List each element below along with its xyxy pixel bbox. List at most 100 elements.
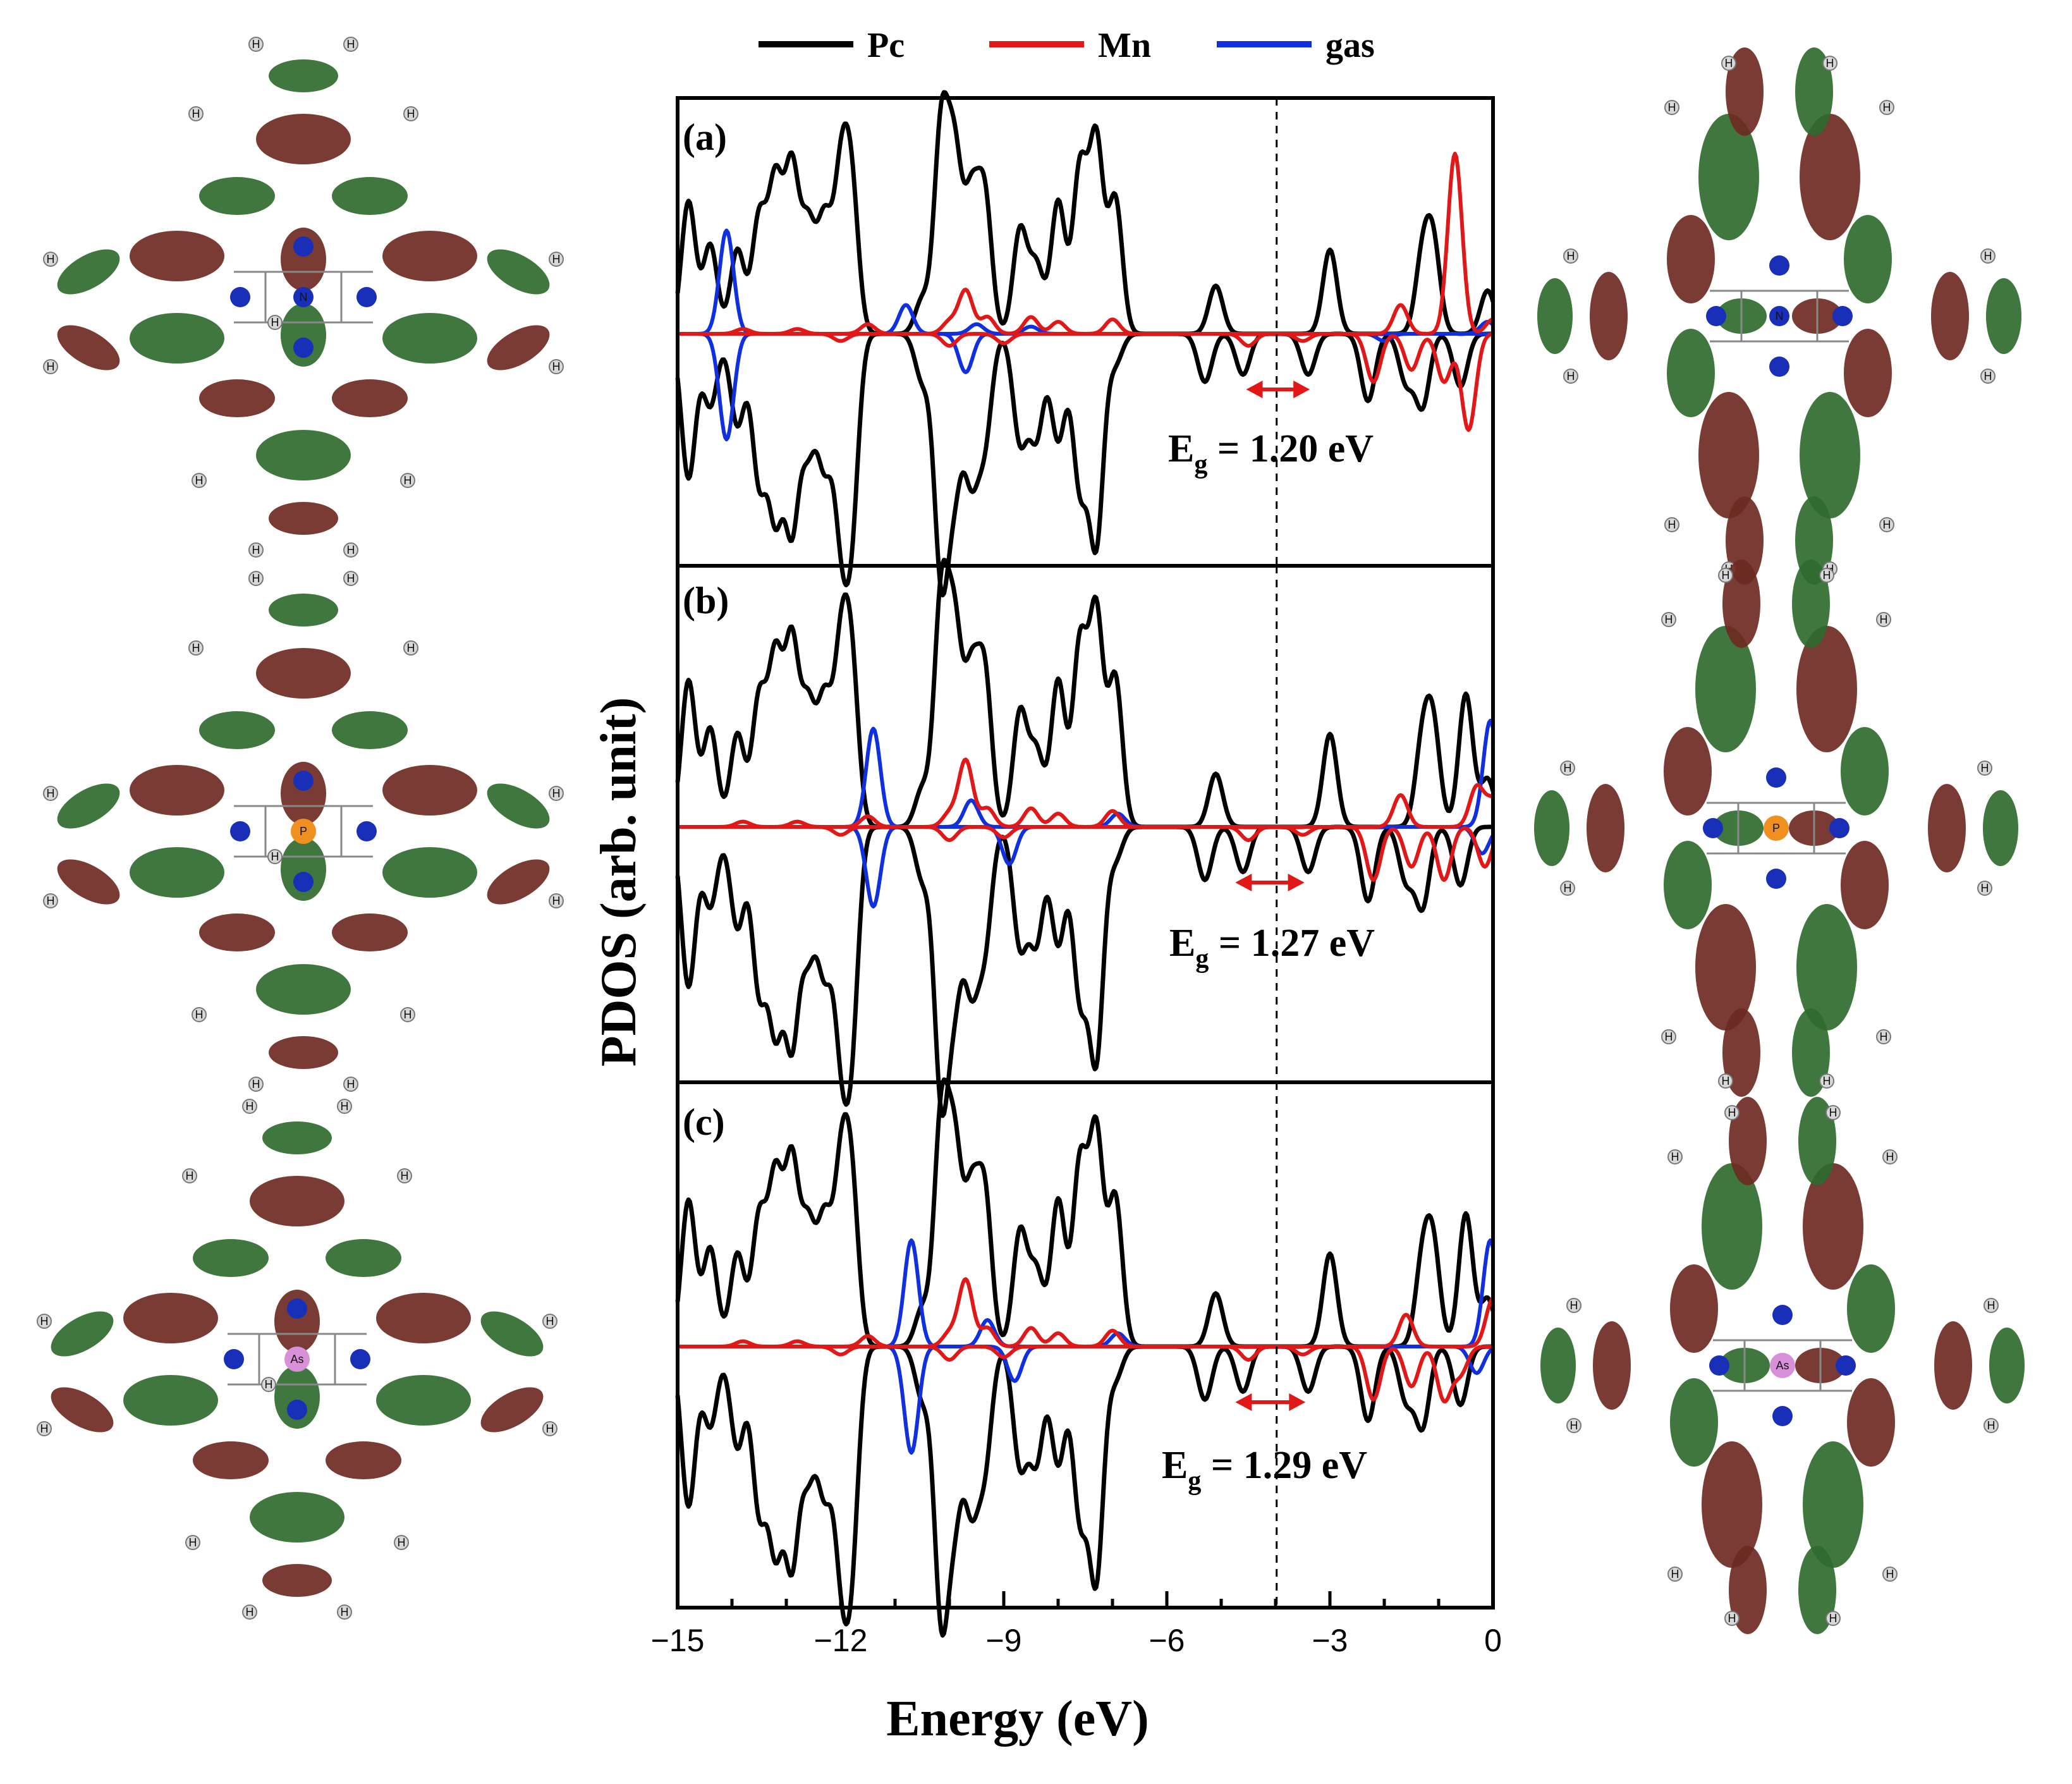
atom-h-label: H — [1826, 57, 1834, 70]
panel-a-curves — [675, 90, 1496, 597]
atom-h — [248, 1077, 264, 1092]
atom-h — [400, 1007, 415, 1022]
atom-n — [293, 236, 314, 257]
orbital-lobe — [281, 838, 326, 901]
legend-label-pc: Pc — [867, 26, 905, 65]
molecule-right-1: N H H H H H H H H H H H H — [1537, 47, 2021, 585]
atom-h-label: H — [1570, 1419, 1578, 1432]
atom-h — [403, 640, 418, 656]
atom-h — [1984, 1298, 1999, 1313]
atom-n — [287, 1400, 307, 1420]
atom-h — [248, 542, 264, 558]
orbital-lobe — [1803, 1441, 1863, 1568]
orbital-lobe — [281, 303, 326, 367]
orbital-lobe — [274, 1365, 320, 1429]
atom-h-label: H — [552, 360, 561, 373]
x-axis-ticks: −15 −12 −9 −6 −3 0 — [651, 1591, 1502, 1658]
atom-n — [1769, 357, 1789, 377]
orbital-lobe — [1847, 1264, 1895, 1353]
panel-c-mn-down-curve — [677, 1345, 1494, 1403]
atom-center — [291, 819, 316, 844]
orbital-lobe — [382, 231, 477, 281]
panel-a: (a) Eg = 1.20 eV — [675, 90, 1496, 597]
atom-h — [549, 359, 564, 374]
orbital-lobe — [199, 711, 275, 749]
orbital-lobe — [1729, 1546, 1767, 1634]
panel-a-gap-e: E — [1168, 427, 1194, 470]
orbital-lobe — [193, 1239, 269, 1277]
panel-b-gap-arrow-left-head — [1235, 874, 1252, 891]
panel-c-gap-arrow — [1235, 1393, 1306, 1411]
orbital-lobe — [487, 325, 550, 370]
atom-h-label: H — [1880, 613, 1888, 626]
atom-h — [37, 1314, 52, 1329]
atom-n — [293, 338, 314, 358]
orbital-lobe — [123, 1375, 218, 1426]
panel-c: (c) Eg = 1.29 eV — [675, 1077, 1496, 1638]
orbital-lobe — [332, 711, 408, 749]
panel-b-gas-up-curve — [677, 719, 1495, 829]
orbital-lobe — [326, 1239, 401, 1277]
panel-a-mn-up-curve — [677, 152, 1494, 336]
atom-h — [1566, 1418, 1581, 1433]
atom-h-label: H — [1564, 882, 1572, 895]
orbital-lobe — [1792, 559, 1830, 648]
orbital-lobe — [269, 1036, 338, 1069]
atom-h-label: H — [552, 253, 561, 266]
orbital-lobe — [1695, 626, 1756, 752]
atom-h — [1825, 1611, 1841, 1626]
atom-h-label: H — [552, 787, 561, 800]
atom-h-label: H — [271, 316, 279, 329]
atom-h-label: H — [546, 1315, 554, 1328]
x-tick-label: −6 — [1149, 1623, 1185, 1658]
atom-h-label: H — [47, 253, 55, 266]
panel-a-pc-down-curve — [675, 331, 1494, 597]
panel-b-gap-label: Eg = 1.27 eV — [1169, 922, 1375, 974]
orbital-lobe — [1844, 329, 1892, 417]
atom-h — [1825, 1105, 1841, 1120]
atom-h-label: H — [347, 572, 355, 585]
atom-h — [43, 786, 58, 801]
atom-h — [192, 473, 207, 488]
atom-h — [1882, 1567, 1898, 1582]
orbital-lobe — [51, 1387, 114, 1433]
atom-center — [293, 287, 314, 307]
panel-c-gap-arrow-left-head — [1235, 1393, 1252, 1411]
atom-h — [185, 1535, 200, 1550]
atom-h — [1560, 881, 1575, 896]
atom-h — [394, 1535, 409, 1550]
atom-h — [43, 252, 58, 267]
atom-h — [267, 849, 283, 864]
orbital-lobe — [1798, 1546, 1836, 1634]
atom-h-label: H — [1981, 882, 1989, 895]
atom-n — [230, 821, 250, 841]
atom-h-label: H — [40, 1422, 49, 1435]
atom-h-label: H — [1886, 1151, 1894, 1163]
atom-h — [1819, 1073, 1834, 1089]
atom-h-label: H — [347, 38, 355, 51]
atom-h — [1980, 369, 1996, 384]
atom-h — [542, 1421, 558, 1436]
atom-h — [1661, 612, 1676, 627]
atom-h-label: H — [192, 642, 200, 654]
orbital-lobe — [487, 249, 550, 295]
orbital-lobe — [1800, 114, 1860, 240]
atom-h — [1879, 517, 1894, 532]
orbital-lobe — [376, 1375, 471, 1426]
orbital-lobe — [256, 964, 351, 1015]
atom-center-label: N — [300, 291, 308, 303]
molecule-right-2: P H H H H H H H H H H H H — [1534, 559, 2018, 1097]
atom-h — [37, 1421, 52, 1436]
x-tick-label: 0 — [1484, 1623, 1502, 1658]
atom-h — [1984, 1418, 1999, 1433]
orbital-lobe — [1983, 790, 2018, 866]
atom-h-label: H — [1668, 518, 1676, 531]
atom-h-label: H — [1987, 1299, 1996, 1312]
atom-h — [1980, 248, 1996, 264]
atom-h-label: H — [1823, 569, 1831, 582]
atom-h-label: H — [195, 1008, 204, 1021]
panel-c-gap-e: E — [1162, 1444, 1188, 1487]
atom-h — [343, 542, 358, 558]
atom-h-label: H — [404, 474, 412, 487]
atom-h-label: H — [195, 474, 204, 487]
